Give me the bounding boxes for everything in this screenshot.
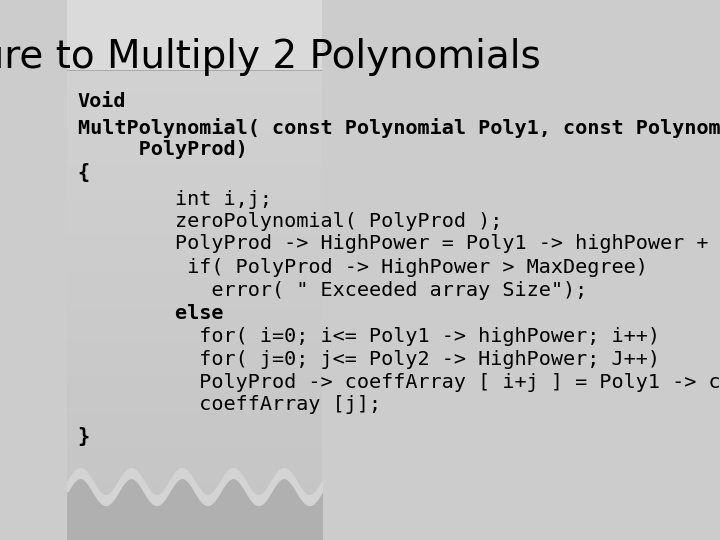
Text: error( " Exceeded array Size");: error( " Exceeded array Size"); [78,281,587,300]
Text: {: { [78,163,90,182]
Text: Void: Void [78,92,126,111]
Text: PolyProd): PolyProd) [78,140,247,159]
Text: PolyProd -> coeffArray [ i+j ] = Poly1 -> coeffArray [i] * Poly2 ->: PolyProd -> coeffArray [ i+j ] = Poly1 -… [78,373,720,392]
Text: zeroPolynomial( PolyProd );: zeroPolynomial( PolyProd ); [78,212,502,231]
Text: int i,j;: int i,j; [78,190,271,209]
Text: PolyProd -> HighPower = Poly1 -> highPower + Poly2 ->HighPower;: PolyProd -> HighPower = Poly1 -> highPow… [78,234,720,253]
Bar [68,0,322,70]
Text: if( PolyProd -> HighPower > MaxDegree): if( PolyProd -> HighPower > MaxDegree) [78,258,647,277]
Text: Procedure to Multiply 2 Polynomials: Procedure to Multiply 2 Polynomials [0,38,541,76]
Text: for( j=0; j<= Poly2 -> HighPower; J++): for( j=0; j<= Poly2 -> HighPower; J++) [78,350,660,369]
Text: }: } [78,427,90,446]
Text: MultPolynomial( const Polynomial Poly1, const Polynomial Poly2, Polynomial: MultPolynomial( const Polynomial Poly1, … [78,118,720,138]
Bar [68,70,322,71]
Text: else: else [78,304,223,323]
Text: for( i=0; i<= Poly1 -> highPower; i++): for( i=0; i<= Poly1 -> highPower; i++) [78,327,660,346]
Text: coeffArray [j];: coeffArray [j]; [78,395,381,414]
